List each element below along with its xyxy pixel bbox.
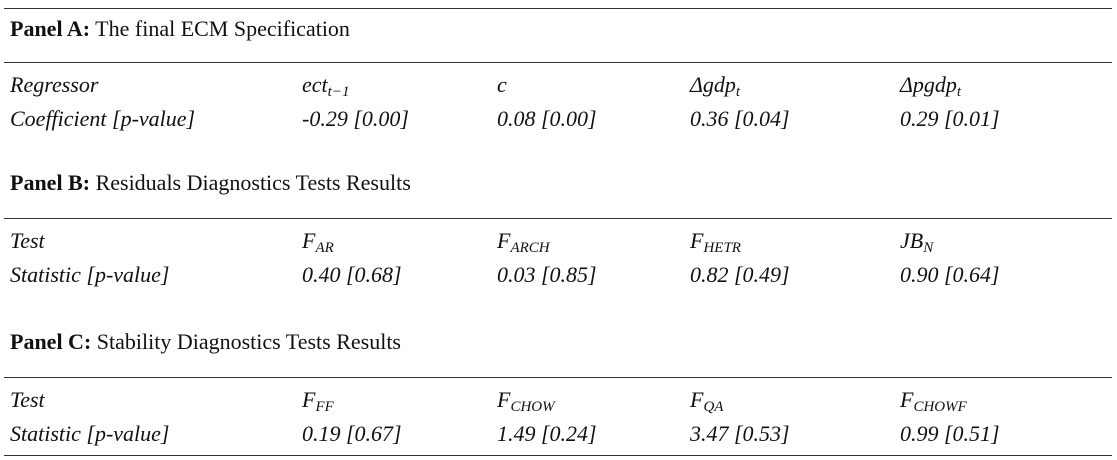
table-cell: Regressor: [10, 72, 99, 97]
panel-name: Residuals Diagnostics Tests Results: [95, 170, 411, 195]
math-subscript: t: [956, 84, 962, 100]
table-cell: 0.36 [0.04]: [690, 106, 790, 131]
math-subscript: t−1: [327, 84, 350, 100]
math-base: ect: [302, 72, 328, 97]
math-base: Δpgdp: [900, 72, 957, 97]
rule-line: [4, 8, 1112, 9]
math-subscript: t: [735, 84, 741, 100]
panel-label: Panel A:: [10, 16, 91, 41]
table-cell: 0.40 [0.68]: [302, 262, 402, 287]
math-subscript: N: [923, 240, 934, 256]
table-cell: Coefficient [p-value]: [10, 106, 196, 131]
table-cell: 1.49 [0.24]: [497, 421, 597, 446]
table-cell: Δgdpt: [690, 72, 740, 101]
panel-title: Panel C: Stability Diagnostics Tests Res…: [10, 329, 401, 355]
table-cell: 0.19 [0.67]: [302, 421, 402, 446]
table-cell: 0.03 [0.85]: [497, 262, 597, 287]
math-subscript: ARCH: [510, 240, 550, 256]
math-base: F: [690, 228, 704, 253]
table-cell: 3.47 [0.53]: [690, 421, 790, 446]
math-base: F: [302, 387, 316, 412]
table-cell: JBN: [900, 228, 933, 257]
table-cell: 0.82 [0.49]: [690, 262, 790, 287]
panel-name: The final ECM Specification: [95, 16, 350, 41]
math-base: F: [497, 387, 511, 412]
math-base: F: [690, 387, 704, 412]
math-base: c: [497, 72, 507, 97]
panel-title: Panel A: The final ECM Specification: [10, 16, 350, 42]
table-cell: Test: [10, 387, 45, 412]
rule-line: [4, 455, 1112, 456]
math-base: Δgdp: [690, 72, 736, 97]
table-cell: FCHOWF: [900, 387, 967, 416]
panel-name: Stability Diagnostics Tests Results: [96, 329, 401, 354]
table-cell: FARCH: [497, 228, 550, 257]
rule-line: [4, 377, 1112, 378]
math-base: F: [302, 228, 316, 253]
table-cell: FHETR: [690, 228, 741, 257]
math-subscript: HETR: [703, 240, 741, 256]
table-cell: Δpgdpt: [900, 72, 961, 101]
math-subscript: CHOW: [510, 399, 555, 415]
math-subscript: CHOWF: [913, 399, 967, 415]
table-cell: FAR: [302, 228, 334, 257]
panel-title: Panel B: Residuals Diagnostics Tests Res…: [10, 170, 411, 196]
table-cell: 0.08 [0.00]: [497, 106, 597, 131]
table-cell: Statistic [p-value]: [10, 262, 170, 287]
panel-label: Panel B:: [10, 170, 91, 195]
math-base: F: [900, 387, 914, 412]
table-cell: Statistic [p-value]: [10, 421, 170, 446]
table-cell: FFF: [302, 387, 334, 416]
table-cell: FCHOW: [497, 387, 555, 416]
table-cell: ectt−1: [302, 72, 349, 101]
table-cell: -0.29 [0.00]: [302, 106, 409, 131]
math-subscript: QA: [703, 399, 724, 415]
table-cell: 0.90 [0.64]: [900, 262, 1000, 287]
panel-label: Panel C:: [10, 329, 92, 354]
table-cell: c: [497, 72, 507, 98]
rule-line: [4, 62, 1112, 63]
math-subscript: FF: [315, 399, 334, 415]
table-cell: 0.99 [0.51]: [900, 421, 1000, 446]
math-subscript: AR: [315, 240, 334, 256]
rule-line: [4, 218, 1112, 219]
table-cell: 0.29 [0.01]: [900, 106, 1000, 131]
table-cell: Test: [10, 228, 45, 253]
math-base: JB: [900, 228, 924, 253]
table-cell: FQA: [690, 387, 723, 416]
math-base: F: [497, 228, 511, 253]
